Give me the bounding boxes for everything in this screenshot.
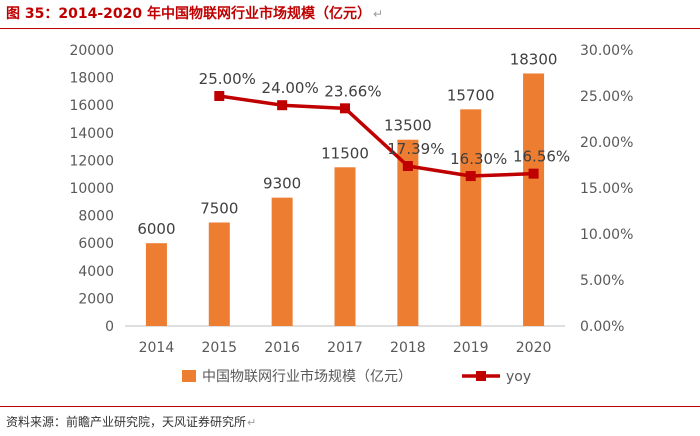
bar-value-label: 18300 — [510, 50, 558, 68]
source-note: 资料来源：前瞻产业研究院，天风证券研究所↵ — [6, 413, 256, 430]
legend-line-label: yoy — [506, 369, 531, 385]
legend-bar-swatch — [182, 370, 196, 382]
bar — [397, 139, 419, 326]
paragraph-mark-icon: ↵ — [247, 416, 257, 429]
chart-title: 图 35：2014-2020 年中国物联网行业市场规模（亿元） ↵ — [6, 3, 383, 23]
bar — [208, 222, 230, 326]
y-left-tick-label: 6000 — [78, 236, 114, 252]
y-left-tick-label: 18000 — [69, 71, 114, 87]
x-tick-label: 2016 — [264, 340, 300, 356]
y-left-tick-label: 20000 — [69, 43, 114, 59]
bar-value-label: 15700 — [447, 86, 495, 104]
x-tick-label: 2020 — [516, 340, 552, 356]
bar — [145, 243, 167, 326]
chart-title-text: 图 35：2014-2020 年中国物联网行业市场规模（亿元） — [6, 6, 371, 22]
y-left-tick-label: 10000 — [69, 181, 114, 197]
yoy-value-label: 17.39% — [387, 140, 444, 158]
title-bar: 图 35：2014-2020 年中国物联网行业市场规模（亿元） ↵ — [0, 0, 700, 29]
legend-bar-label: 中国物联网行业市场规模（亿元） — [202, 368, 412, 385]
y-left-tick-label: 12000 — [69, 153, 114, 169]
x-tick-label: 2018 — [390, 340, 426, 356]
chart-area: 0 2000 4000 6000 8000 10000 12000 14000 16000 180… — [0, 30, 700, 405]
legend-line-marker — [476, 371, 486, 381]
yoy-value-label: 24.00% — [262, 79, 319, 97]
yoy-marker — [340, 103, 350, 114]
y-right-tick-label: 10.00% — [580, 227, 633, 243]
y-right-tick-label: 20.00% — [580, 135, 633, 151]
yoy-marker — [277, 100, 288, 111]
y-left-tick-label: 14000 — [69, 126, 114, 142]
bar — [460, 109, 482, 326]
yoy-marker — [465, 171, 476, 182]
paragraph-mark-icon: ↵ — [372, 7, 384, 21]
bar — [334, 167, 356, 326]
x-tick-label: 2015 — [201, 340, 237, 356]
yoy-value-label: 16.56% — [513, 148, 570, 166]
yoy-value-label: 16.30% — [450, 150, 507, 168]
yoy-value-label: 23.66% — [324, 82, 381, 100]
bar — [523, 73, 545, 327]
combo-chart: 0 2000 4000 6000 8000 10000 12000 14000 16000 180… — [69, 43, 633, 385]
x-tick-label: 2014 — [139, 340, 175, 356]
yoy-marker — [214, 91, 225, 101]
x-tick-label: 2019 — [453, 340, 489, 356]
x-tick-label: 2017 — [327, 340, 363, 356]
y-right-tick-label: 5.00% — [580, 273, 624, 289]
bar-value-label: 13500 — [384, 117, 432, 135]
y-right-tick-label: 30.00% — [580, 43, 633, 59]
y-left-tick-label: 2000 — [78, 291, 114, 307]
bar-value-label: 6000 — [137, 220, 175, 238]
y-right-tick-label: 15.00% — [580, 181, 633, 197]
yoy-line — [219, 94, 534, 178]
source-bar: 资料来源：前瞻产业研究院，天风证券研究所↵ — [0, 406, 700, 436]
bar — [271, 197, 293, 326]
y-left-tick-label: 8000 — [78, 209, 114, 225]
bar-value-label: 11500 — [321, 144, 369, 162]
y-right-tick-label: 0.00% — [580, 319, 624, 335]
yoy-marker — [528, 168, 539, 179]
y-left-tick-label: 16000 — [69, 98, 114, 114]
y-right-tick-label: 25.00% — [580, 89, 633, 105]
yoy-value-label: 25.00% — [199, 70, 256, 88]
bar-value-label: 9300 — [263, 175, 301, 193]
y-left-tick-label: 0 — [105, 319, 114, 335]
y-left-tick-label: 4000 — [78, 264, 114, 280]
yoy-marker — [402, 161, 413, 172]
source-text: 资料来源：前瞻产业研究院，天风证券研究所 — [6, 415, 247, 429]
bar-value-label: 7500 — [200, 200, 238, 218]
